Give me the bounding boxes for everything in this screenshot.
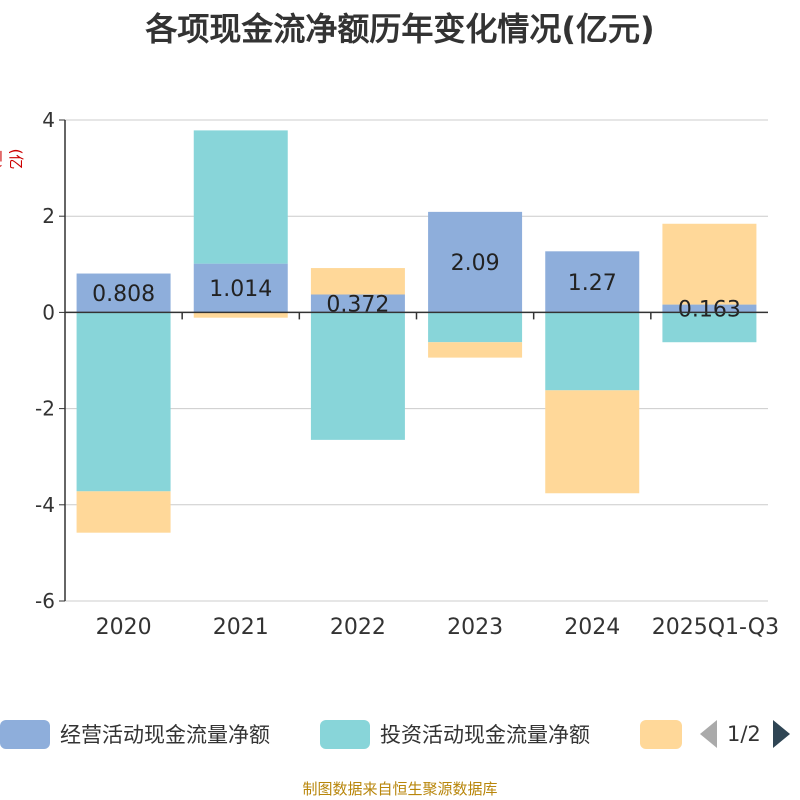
chart-plot: 4 2 0 -2 -4 -6 0.808 1.014 0.372 2.09 1.27 0.163 202… [35, 108, 779, 640]
bar-series0-2025Q1-Q3 [662, 304, 757, 313]
y-tick-label: 4 [42, 108, 55, 132]
bar-series1-2022 [310, 312, 405, 440]
legend-label-operating: 经营活动现金流量净额 [60, 723, 270, 747]
pager-page-text: 1/2 [727, 722, 761, 746]
y-tick-label: 0 [42, 300, 55, 324]
y-tick-label: 2 [42, 204, 55, 228]
legend-item-operating[interactable]: 经营活动现金流量净额 [0, 716, 270, 752]
legend-swatch-financing [640, 719, 682, 749]
bar-series1-2023 [428, 312, 523, 343]
legend-label-investing: 投资活动现金流量净额 [380, 723, 590, 747]
bar-series0-2023 [428, 211, 523, 313]
data-label: 0.808 [92, 282, 155, 307]
data-source-note: 制图数据来自恒生聚源数据库 [302, 780, 498, 798]
data-label: 2.09 [451, 251, 500, 276]
bar-series2-2020 [76, 491, 171, 533]
bar-series0-2022 [310, 294, 405, 313]
legend: 经营活动现金流量净额 投资活动现金流量净额 1/2 [0, 716, 800, 756]
bar-series0-2020 [76, 273, 171, 313]
legend-item-investing[interactable]: 投资活动现金流量净额 [320, 716, 590, 752]
data-label: 0.372 [326, 292, 389, 317]
bar-series0-2024 [545, 251, 640, 313]
bar-series0-2021 [193, 263, 288, 313]
x-tick-label: 2020 [96, 615, 152, 640]
bar-series1-2020 [76, 312, 171, 492]
pager-prev-icon[interactable] [700, 720, 717, 748]
data-label: 0.163 [678, 297, 741, 322]
x-tick-label: 2023 [447, 615, 503, 640]
x-tick-label: 2021 [213, 615, 269, 640]
x-tick-label: 2022 [330, 615, 386, 640]
bar-series2-2025Q1-Q3 [662, 223, 757, 305]
bar-series1-2024 [545, 312, 640, 391]
x-tick-label: 2025Q1-Q3 [652, 615, 779, 640]
bar-series1-2021 [193, 130, 288, 264]
chart-title: 各项现金流净额历年变化情况(亿元) [145, 10, 655, 48]
bar-series1-2025Q1-Q3 [662, 312, 757, 343]
x-tick-label: 2024 [564, 615, 620, 640]
legend-swatch-investing [320, 719, 370, 749]
data-label: 1.27 [568, 271, 617, 296]
y-tick-label: -6 [35, 589, 55, 613]
legend-item-financing[interactable] [640, 716, 692, 752]
y-tick-label: -4 [35, 493, 55, 517]
y-tick-label: -2 [35, 397, 55, 421]
legend-swatch-operating [0, 719, 50, 749]
data-label: 1.014 [209, 277, 272, 302]
pager-next-icon[interactable] [772, 720, 790, 748]
bar-series2-2022 [310, 268, 405, 295]
bar-series2-2024 [545, 390, 640, 494]
legend-pager: 1/2 [700, 716, 790, 752]
bar-series2-2023 [428, 342, 523, 358]
bar-series2-2021 [193, 312, 288, 318]
